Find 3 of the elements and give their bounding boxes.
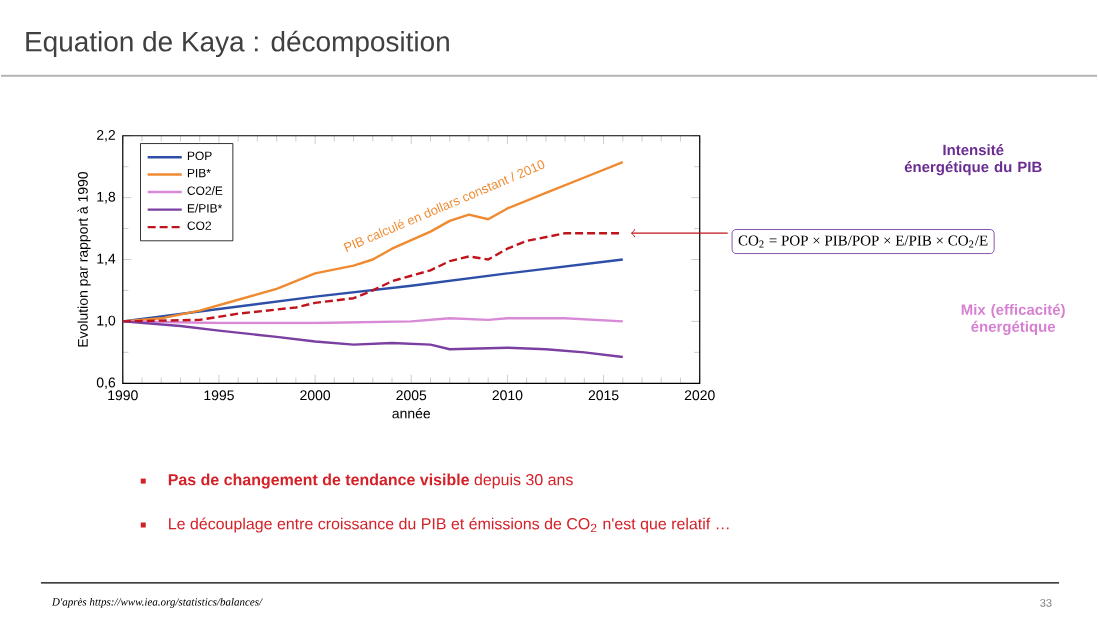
chart-title: Equation de Kaya : décomposition <box>26 30 449 57</box>
line-series <box>122 257 624 323</box>
line-series <box>122 319 624 358</box>
